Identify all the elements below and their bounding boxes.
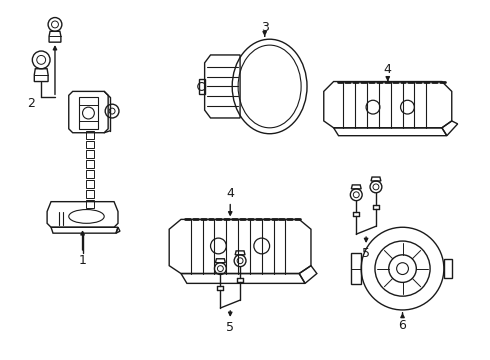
Text: 1: 1 [78,254,86,267]
Text: 2: 2 [27,97,35,110]
Text: 5: 5 [226,321,234,334]
Text: 3: 3 [261,21,269,34]
Text: 4: 4 [226,187,234,200]
Text: 5: 5 [362,247,370,260]
Text: 4: 4 [384,63,392,76]
Text: 6: 6 [398,319,407,332]
